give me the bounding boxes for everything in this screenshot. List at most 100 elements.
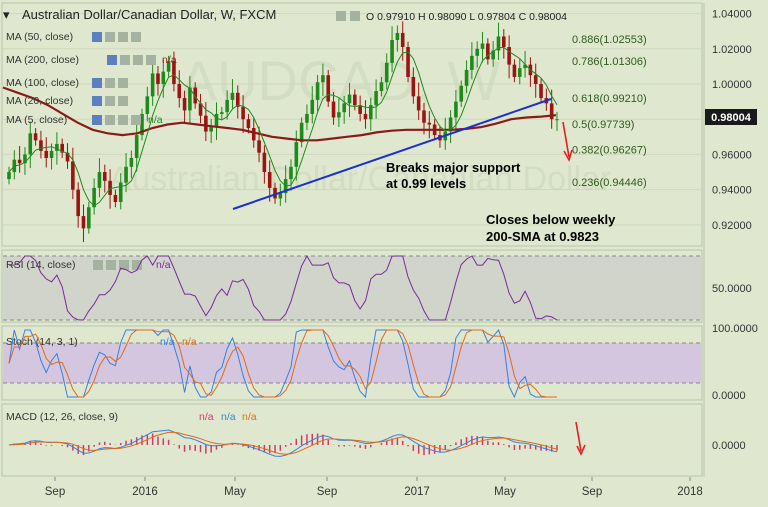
candle-body	[278, 193, 283, 199]
candles	[7, 21, 559, 243]
candle-body	[533, 75, 538, 84]
rsi-axis-label: 50.0000	[712, 283, 752, 295]
candle-body	[172, 61, 176, 84]
candle-body	[363, 113, 368, 120]
candle-body	[422, 110, 426, 123]
candle-body	[193, 87, 198, 104]
fib-label: 0.886(1.02553)	[572, 34, 647, 46]
svg-text:n/a: n/a	[148, 114, 163, 126]
candle-body	[384, 62, 389, 83]
candle-body	[44, 150, 49, 158]
indicator-ma100[interactable]: MA (100, close)	[6, 77, 128, 89]
candle-body	[225, 99, 229, 113]
candle-body	[108, 180, 112, 195]
candle-body	[470, 55, 474, 70]
price-axis-label: 1.04000	[712, 9, 752, 21]
candle-body	[358, 105, 362, 114]
time-axis: Sep 2016 May Sep 2017 May Sep 2018	[45, 477, 703, 498]
candle-body	[257, 140, 261, 153]
candle-body	[549, 103, 554, 120]
rsi-value: n/a	[156, 259, 171, 271]
candle-body	[475, 48, 479, 56]
candle-body	[342, 103, 346, 113]
candle-body	[331, 101, 336, 118]
candle-body	[379, 82, 384, 92]
candle-body	[337, 112, 341, 118]
time-axis-label: 2016	[132, 486, 158, 498]
chart-title: Australian Dollar/Canadian Dollar, W, FX…	[22, 7, 276, 22]
candle-body	[124, 166, 128, 183]
candle-body	[182, 98, 187, 111]
macd-line	[8, 429, 558, 457]
candle-body	[448, 117, 453, 132]
candle-body	[496, 36, 501, 51]
current-price-tag: 0.98004	[705, 109, 757, 125]
candle-body	[156, 73, 160, 84]
candle-body	[17, 159, 22, 164]
candle-body	[267, 172, 272, 188]
settings-buttons[interactable]	[336, 11, 360, 21]
candle-body	[150, 73, 155, 97]
candle-body	[28, 133, 33, 155]
price-axis-label: 0.96000	[712, 149, 752, 161]
candle-body	[539, 84, 543, 99]
candle-body	[230, 92, 235, 100]
candle-body	[214, 113, 219, 127]
time-axis-label: May	[494, 486, 516, 498]
candle-body	[166, 61, 171, 72]
time-axis-label: Sep	[45, 486, 65, 498]
candle-body	[315, 82, 320, 100]
time-axis-label: Sep	[582, 486, 602, 498]
arrow-down-icon	[562, 121, 573, 163]
candle-body	[235, 92, 240, 107]
candle-body	[411, 76, 416, 97]
indicator-ma200[interactable]: MA (200, close) n/a	[6, 54, 177, 66]
svg-text:MA (200, close): MA (200, close)	[6, 54, 79, 66]
candle-body	[241, 106, 245, 120]
candle-body	[501, 36, 506, 48]
candle-body	[134, 135, 139, 158]
fib-label: 0.382(0.96267)	[572, 145, 647, 157]
candle-body	[113, 194, 118, 202]
fib-levels: 0.886(1.02553) 0.786(1.01306) 0.618(0.9921…	[572, 34, 647, 189]
candle-body	[188, 87, 192, 111]
candle-body	[251, 128, 256, 141]
candle-body	[523, 64, 527, 69]
candle-body	[161, 71, 166, 84]
candle-body	[427, 122, 432, 125]
indicator-ma20[interactable]: MA (20, close)	[6, 95, 128, 107]
candle-body	[512, 64, 517, 77]
price-axis-label: 0.92000	[712, 220, 752, 232]
annotation-sma: Closes below weekly 200-SMA at 0.9823	[486, 212, 616, 244]
support-trendline	[232, 98, 552, 210]
candle-body	[374, 91, 378, 106]
candle-body	[81, 216, 86, 229]
candle-body	[416, 96, 421, 111]
svg-text:0.98004: 0.98004	[711, 112, 752, 124]
candle-body	[390, 39, 394, 63]
candle-body	[140, 113, 144, 136]
indicator-ma50[interactable]: MA (50, close)	[6, 31, 141, 43]
candle-body	[480, 43, 485, 49]
time-axis-label: 2017	[404, 486, 430, 498]
candle-body	[39, 140, 43, 151]
candle-body	[491, 50, 495, 60]
candle-body	[517, 68, 522, 77]
macd-signal-value: n/a	[242, 411, 257, 423]
candle-body	[262, 152, 267, 173]
stoch-d-line	[8, 329, 557, 398]
macd-axis-label: 0.0000	[712, 440, 746, 452]
time-axis-label: May	[224, 486, 246, 498]
ma5-line	[8, 46, 558, 207]
candle-body	[347, 94, 352, 104]
rsi-buttons[interactable]	[93, 260, 142, 270]
candle-body	[204, 115, 208, 132]
bar-icon[interactable]: ▾	[3, 7, 10, 22]
indicator-ma5[interactable]: MA (5, close) n/a	[6, 114, 163, 126]
time-axis-label: 2018	[677, 486, 703, 498]
candle-body	[459, 85, 464, 102]
candle-body	[198, 103, 203, 116]
candle-body	[55, 143, 59, 151]
fib-label: 0.786(1.01306)	[572, 56, 647, 68]
candle-body	[368, 105, 373, 120]
